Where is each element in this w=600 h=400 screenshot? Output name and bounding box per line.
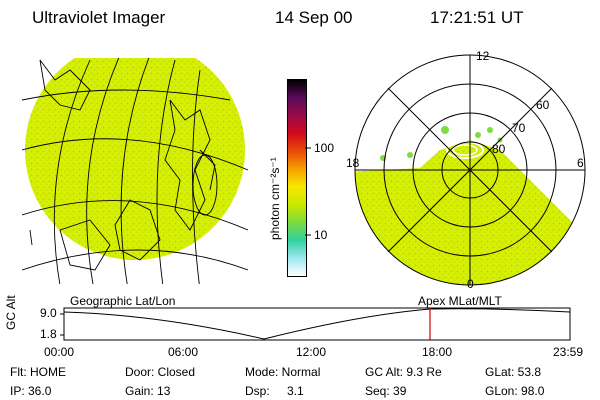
date-label: 14 Sep 00	[275, 8, 353, 27]
geographic-label: Geographic Lat/Lon	[70, 294, 176, 308]
status-gain: Gain: 13	[125, 384, 171, 398]
mlt-label-6: 6	[577, 156, 584, 170]
lat-label-70: 70	[512, 121, 526, 135]
time-tick-4: 23:59	[553, 345, 584, 359]
status-seq: Seq: 39	[365, 384, 407, 398]
status-ip: IP: 36.0	[10, 384, 52, 398]
altitude-ylabel: GC Alt	[4, 295, 18, 330]
lat-label-60: 60	[536, 98, 550, 112]
time-label: 17:21:51 UT	[430, 8, 524, 27]
earth-disk	[25, 58, 245, 260]
time-tick-0: 00:00	[44, 345, 75, 359]
lat-label-80: 80	[492, 142, 506, 156]
colorbar-tick-10: 10	[314, 228, 328, 242]
mlt-label-12: 12	[476, 49, 490, 63]
apex-label: Apex MLat/MLT	[418, 294, 502, 308]
status-glat: GLat: 53.8	[485, 365, 542, 379]
altitude-tick-low: 1.8	[40, 327, 57, 341]
status-dsp-label: Dsp:	[245, 384, 270, 398]
app-title: Ultraviolet Imager	[32, 8, 166, 27]
time-tick-1: 06:00	[168, 345, 199, 359]
status-mode: Mode: Normal	[245, 365, 321, 379]
time-tick-2: 12:00	[296, 345, 327, 359]
colorbar	[287, 79, 307, 277]
colorbar-tick-100: 100	[314, 141, 335, 155]
status-door: Door: Closed	[125, 365, 196, 379]
time-tick-3: 18:00	[422, 345, 453, 359]
mlt-label-0: 0	[467, 277, 474, 291]
altitude-tick-high: 9.0	[40, 306, 57, 320]
status-gc-alt: GC Alt: 9.3 Re	[365, 365, 442, 379]
status-glon: GLon: 98.0	[485, 384, 545, 398]
status-flt: Flt: HOME	[10, 365, 66, 379]
mlt-label-18: 18	[346, 156, 360, 170]
status-dsp-value: 3.1	[287, 384, 304, 398]
